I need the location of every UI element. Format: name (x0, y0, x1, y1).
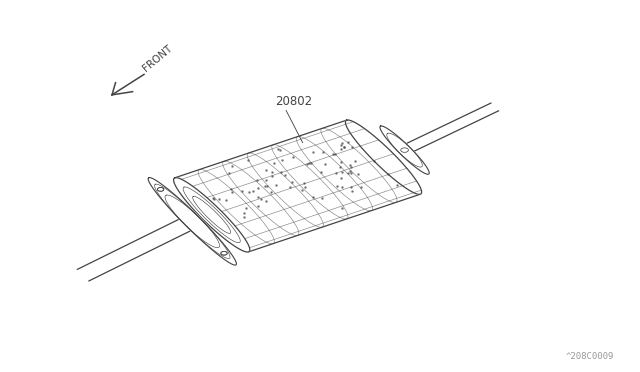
Polygon shape (346, 120, 422, 194)
Polygon shape (165, 195, 220, 248)
Polygon shape (173, 178, 250, 252)
Text: 20802: 20802 (275, 95, 312, 108)
Text: FRONT: FRONT (141, 43, 174, 74)
Polygon shape (148, 177, 236, 265)
Polygon shape (387, 133, 422, 167)
Polygon shape (154, 184, 230, 259)
Polygon shape (380, 126, 429, 174)
Text: ^208C0009: ^208C0009 (566, 352, 614, 361)
